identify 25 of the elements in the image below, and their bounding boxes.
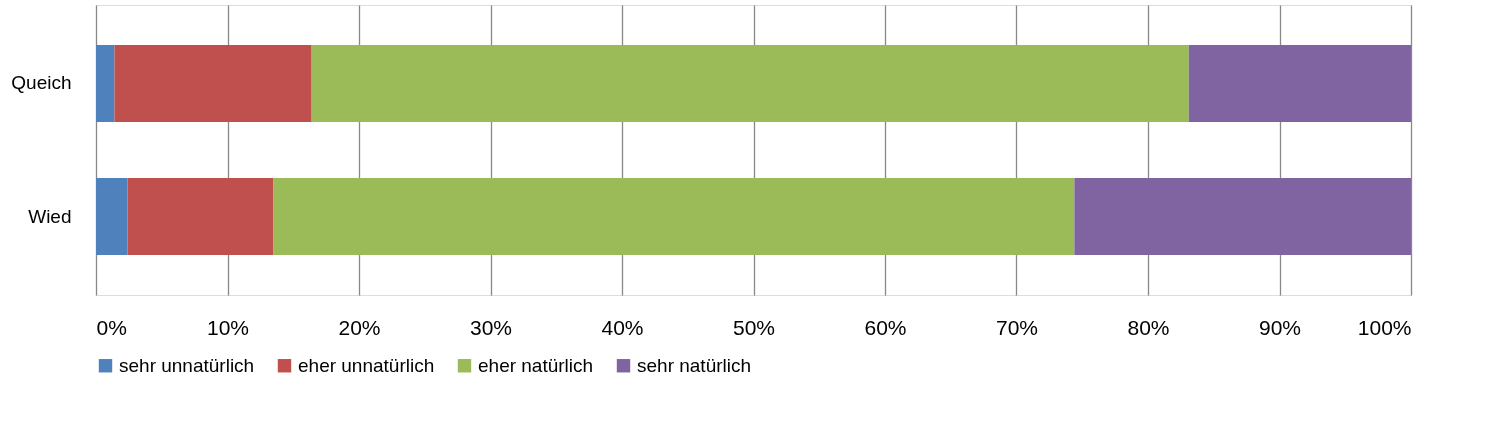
bar: [96, 44, 115, 123]
x-tick-label: 40%: [601, 315, 644, 339]
bar: [273, 177, 1075, 256]
x-tick-label: 0%: [96, 315, 127, 339]
x-tick-label: 60%: [864, 315, 907, 339]
x-tick-label: 20%: [338, 315, 381, 339]
legend-label: sehr unnatürlich: [119, 354, 255, 376]
x-tick-label: 10%: [206, 315, 250, 339]
y-tick-label: Wied: [28, 205, 72, 227]
x-tick-label: 90%: [1258, 315, 1302, 339]
x-tick-label: 50%: [732, 315, 776, 339]
bar: [1074, 177, 1411, 256]
bar: [311, 44, 1189, 123]
bar: [127, 177, 274, 256]
x-tick-label: 70%: [995, 315, 1039, 339]
x-tick-label: 100%: [1357, 315, 1412, 339]
bar: [114, 44, 312, 123]
legend-label: eher natürlich: [478, 354, 594, 376]
x-tick-label: 80%: [1127, 315, 1170, 339]
y-tick-label: Queich: [11, 72, 72, 94]
legend-label: sehr natürlich: [637, 354, 752, 376]
bar: [96, 177, 128, 256]
bar: [1188, 44, 1411, 123]
x-tick-label: 30%: [469, 315, 513, 339]
legend-label: eher unnatürlich: [298, 354, 435, 376]
